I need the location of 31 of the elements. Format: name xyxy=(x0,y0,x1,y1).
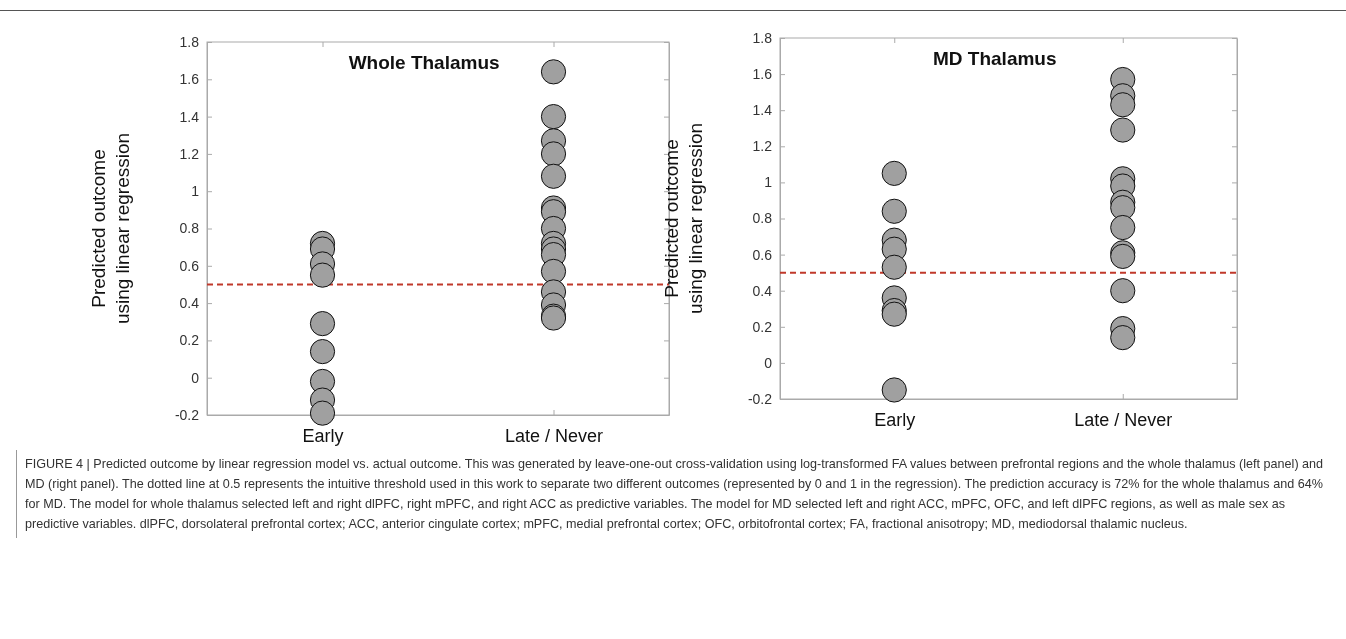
y-tick-label: -0.2 xyxy=(174,406,200,423)
y-tick-label: 0.8 xyxy=(179,220,200,237)
x-tick-label: Early xyxy=(874,409,916,430)
y-tick-label: -0.2 xyxy=(747,390,773,407)
y-tick-label: 1.6 xyxy=(752,66,773,83)
y-tick-label: 0 xyxy=(191,369,200,386)
y-tick-label: 0.4 xyxy=(179,295,200,312)
y-tick-label: 0.2 xyxy=(752,318,773,335)
y-tick-label: 1.2 xyxy=(179,145,200,162)
y-tick-label: 1.8 xyxy=(752,29,773,46)
y-tick-label: 1 xyxy=(191,183,200,200)
y-tick-label: 1.4 xyxy=(752,102,773,119)
y-tick-label: 0 xyxy=(764,354,773,371)
y-tick-label: 1 xyxy=(764,174,773,191)
y-tick-label: 0.8 xyxy=(752,210,773,227)
y-tick-label: 1.2 xyxy=(752,138,773,155)
y-tick-label: 0.2 xyxy=(179,332,200,349)
x-tick-label: Late / Never xyxy=(1074,409,1173,430)
text: MD Thalamus xyxy=(933,48,1057,69)
y-tick-label: 0.4 xyxy=(752,282,773,299)
x-tick-label: Late / Never xyxy=(504,425,604,446)
text: Whole Thalamus xyxy=(348,52,500,73)
y-axis-title: Predicted outcome using linear regression xyxy=(88,132,133,325)
y-tick-label: 0.6 xyxy=(752,246,773,263)
y-tick-label: 1.4 xyxy=(179,108,200,125)
x-tick-label: Early xyxy=(302,425,344,446)
y-tick-label: 1.6 xyxy=(179,71,200,88)
y-axis-title: Predicted outcome using linear regression xyxy=(661,122,706,315)
caption: FIGURE 4 | Predicted outcome by linear regression model vs. actual outcome. This was generated by leave-one-out cross-validation using log-transformed FA values between prefrontal regions and the whole thalamus (left panel) and MD (right panel). The dotted line at 0.5 represents the intuitive threshold used in this work to separate two different outcomes (represented by 0 and 1 in the regression). The prediction accuracy is 72% for the whole thalamus and 64% for MD. The model for whole thalamus selected left and right dlPFC, right mPFC, and right ACC as predictive variables. The model for MD selected left and right ACC, mPFC, OFC, and left dlPFC regions, as well as male sex as predictive variables. dlPFC, dorsolateral prefrontal cortex; ACC, anterior cingulate cortex; mPFC, medial prefrontal cortex; OFC, orbitofrontal cortex; FA, fractional anisotropy; MD, mediodorsal thalamic nucleus. xyxy=(25,456,1325,533)
y-tick-label: 1.8 xyxy=(179,33,200,50)
y-tick-label: 0.6 xyxy=(179,257,200,274)
